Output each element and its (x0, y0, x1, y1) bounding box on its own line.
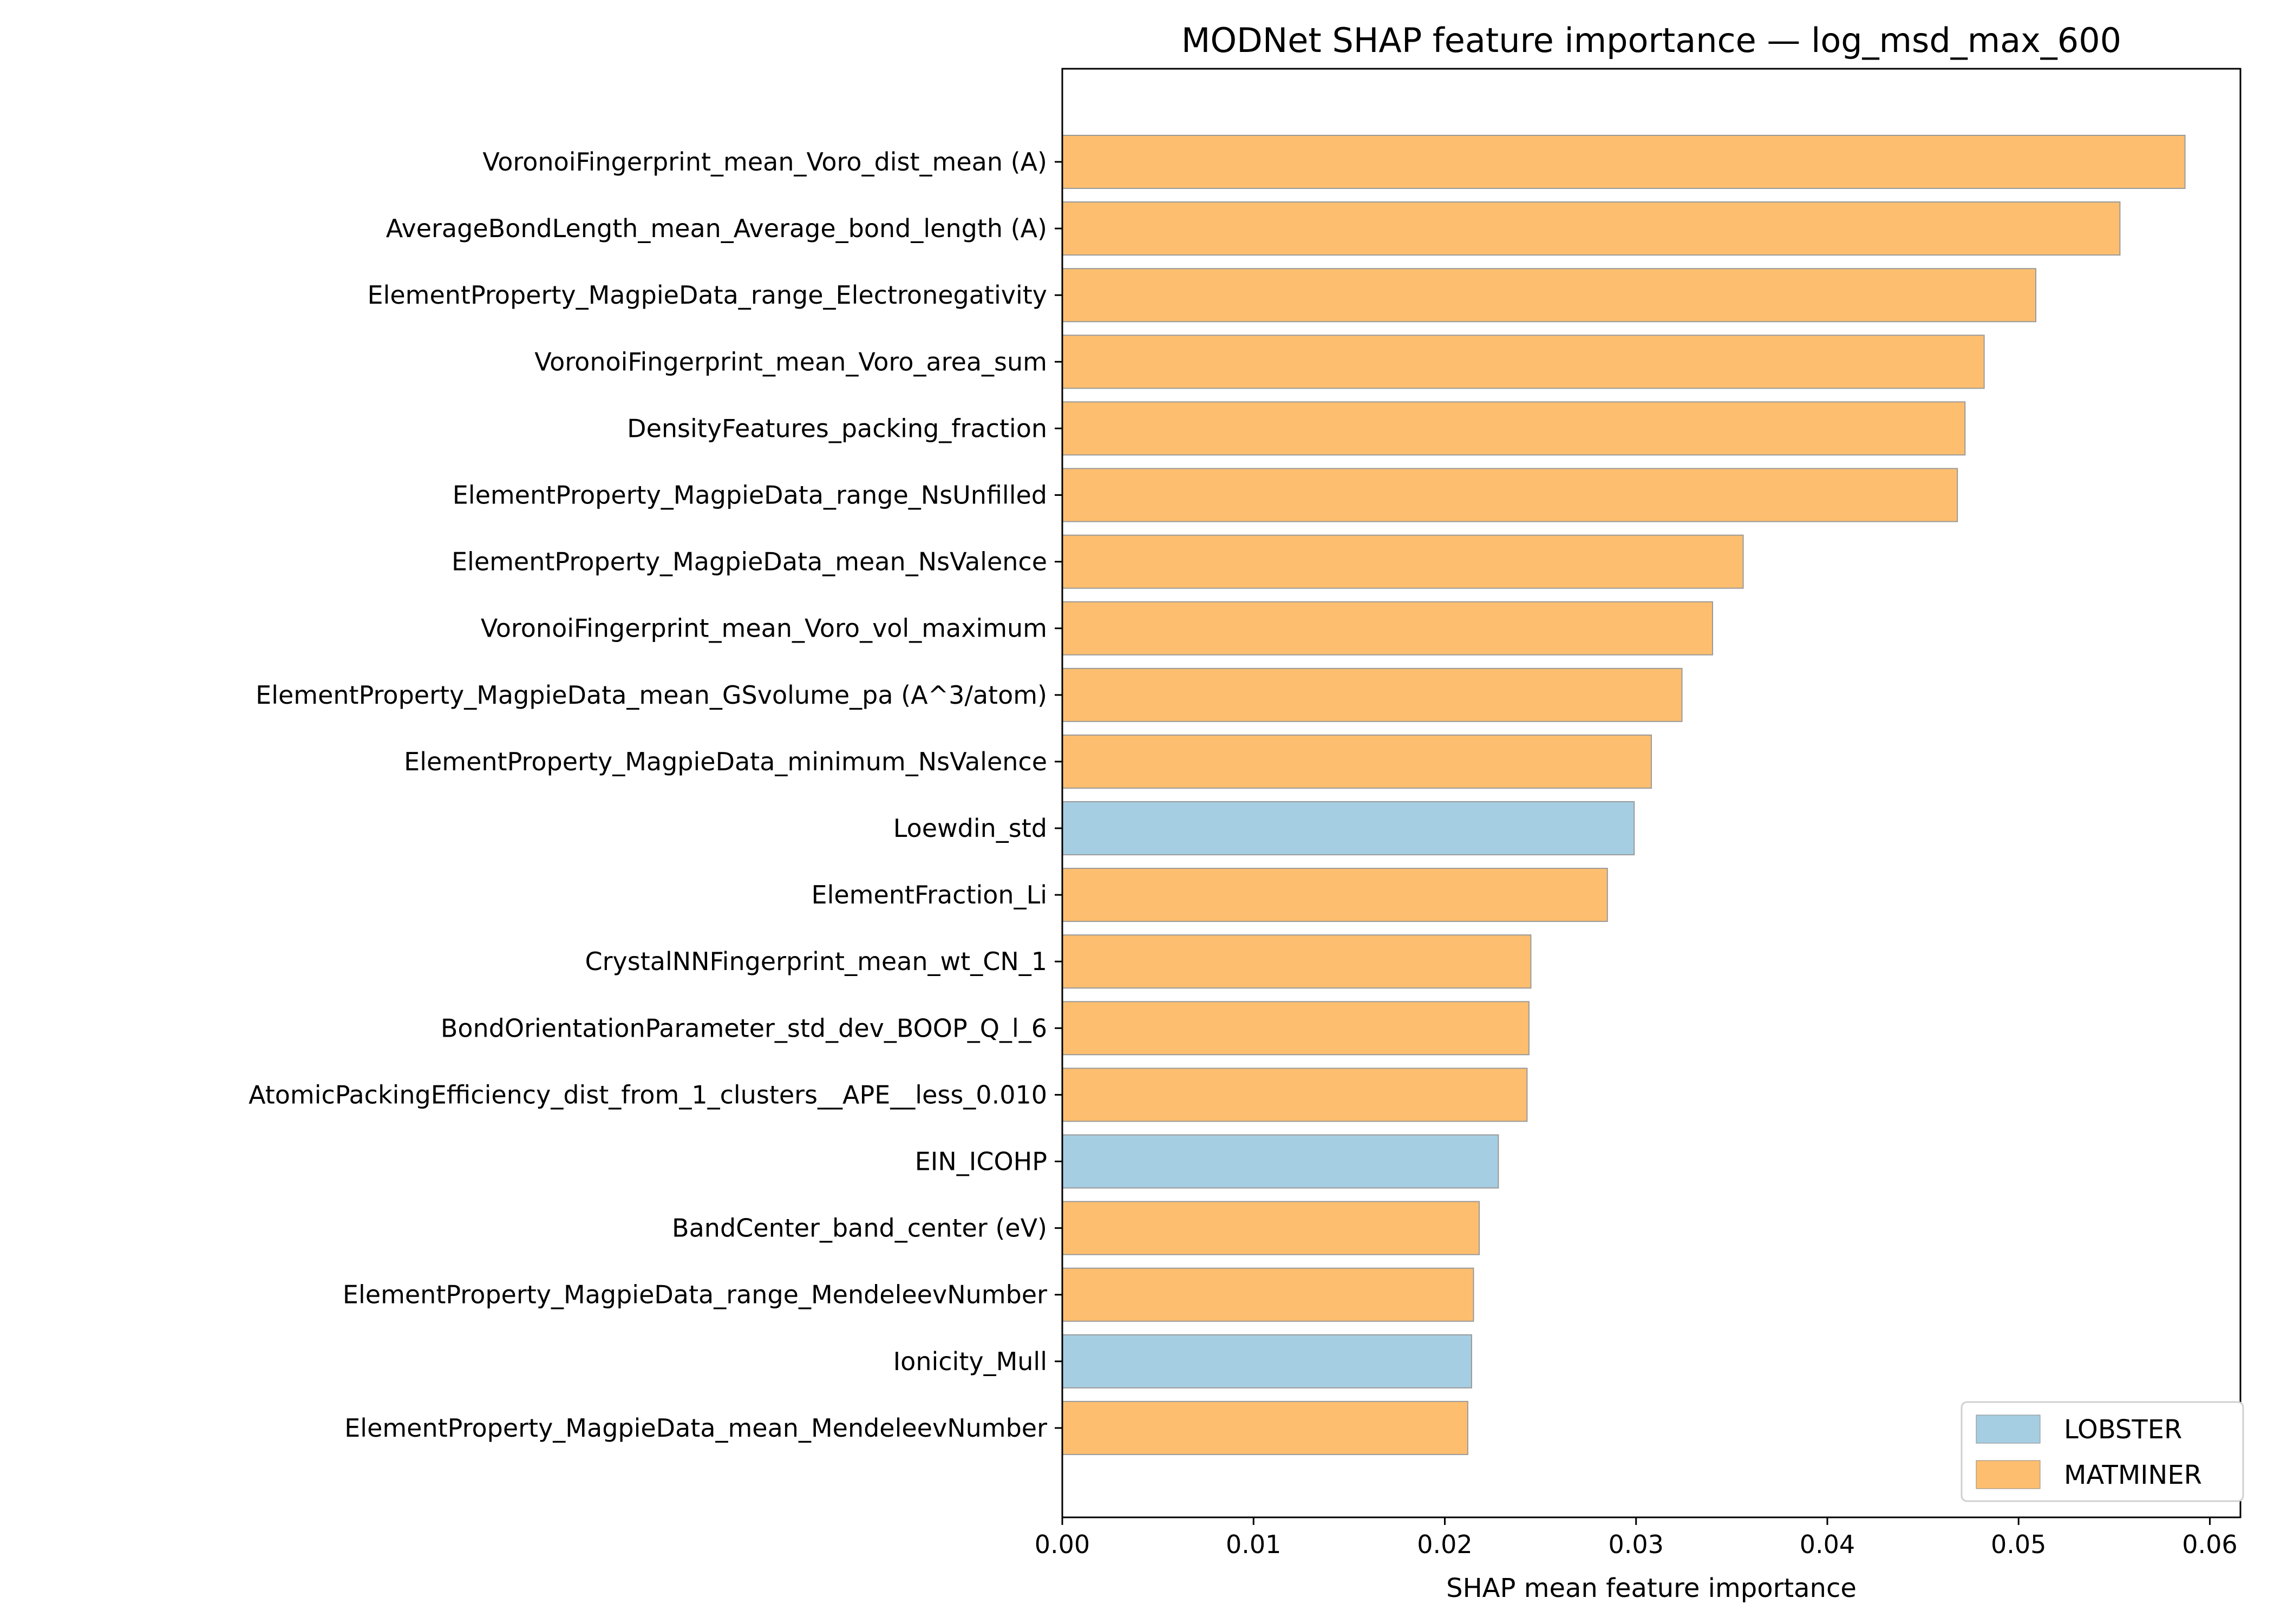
legend-swatch-lobster (1976, 1415, 2041, 1444)
axes-frame (1061, 68, 2242, 1518)
x-tick-label: 0.05 (1991, 1530, 2046, 1559)
y-tick-label: CrystalNNFingerprint_mean_wt_CN_1 (585, 947, 1048, 976)
y-tick-label: Loewdin_std (893, 814, 1047, 843)
legend-label-matminer: MATMINER (2064, 1460, 2202, 1490)
bar-matminer (1062, 135, 2186, 189)
bar-matminer (1062, 1267, 1474, 1322)
chart-title: MODNet SHAP feature importance — log_msd… (1181, 21, 2121, 60)
bar-matminer (1062, 734, 1652, 789)
x-tick-label: 0.06 (2182, 1530, 2237, 1559)
y-tick-label: ElementProperty_MagpieData_mean_NsValenc… (452, 547, 1047, 577)
y-tick-label: Ionicity_Mull (893, 1347, 1047, 1376)
bar-matminer (1062, 401, 1966, 456)
y-axis-ticks: VoronoiFingerprint_mean_Voro_dist_mean (… (249, 147, 1062, 1443)
y-tick-label: BandCenter_band_center (eV) (672, 1214, 1047, 1243)
bar-matminer (1062, 468, 1958, 522)
y-tick-label: ElementProperty_MagpieData_range_Mendele… (343, 1280, 1047, 1309)
bar-matminer (1062, 1068, 1528, 1122)
bar-matminer (1062, 868, 1608, 922)
bar-matminer (1062, 268, 2037, 323)
bar-matminer (1062, 1001, 1530, 1056)
y-tick-label: ElementProperty_MagpieData_minimum_NsVal… (404, 747, 1047, 776)
x-axis-label: SHAP mean feature importance (1446, 1573, 1857, 1603)
x-tick-label: 0.04 (1800, 1530, 1855, 1559)
bar-matminer (1062, 667, 1683, 722)
x-tick-label: 0.03 (1609, 1530, 1664, 1559)
y-tick-label: AverageBondLength_mean_Average_bond_leng… (386, 214, 1047, 243)
y-tick-label: ElementProperty_MagpieData_mean_Mendelee… (344, 1413, 1047, 1443)
y-tick-label: DensityFeatures_packing_fraction (627, 414, 1047, 443)
x-axis-ticks: 0.00 0.01 0.02 0.03 0.04 0.05 0.06 (1035, 1517, 2238, 1559)
legend-swatch-matminer (1976, 1460, 2041, 1489)
bar-lobster (1062, 801, 1635, 855)
legend: LOBSTER MATMINER (1961, 1401, 2244, 1502)
y-tick-label: VoronoiFingerprint_mean_Voro_vol_maximum (481, 614, 1047, 643)
bar-matminer (1062, 1201, 1480, 1255)
y-tick-label: EIN_ICOHP (915, 1147, 1047, 1176)
bars (1062, 135, 2186, 1455)
bar-matminer (1062, 601, 1714, 656)
y-tick-label: AtomicPackingEfficiency_dist_from_1_clus… (249, 1080, 1047, 1109)
bar-matminer (1062, 335, 1985, 389)
legend-label-lobster: LOBSTER (2064, 1415, 2182, 1445)
y-tick-label: ElementFraction_Li (812, 880, 1047, 909)
y-tick-label: VoronoiFingerprint_mean_Voro_area_sum (534, 347, 1047, 376)
x-tick-label: 0.00 (1035, 1530, 1090, 1559)
bar-matminer (1062, 934, 1532, 989)
bar-matminer (1062, 1400, 1468, 1455)
y-tick-label: ElementProperty_MagpieData_range_Electro… (368, 280, 1047, 310)
y-tick-label: ElementProperty_MagpieData_mean_GSvolume… (256, 680, 1047, 710)
y-tick-label: VoronoiFingerprint_mean_Voro_dist_mean (… (482, 147, 1047, 176)
bar-matminer (1062, 534, 1744, 589)
bar-lobster (1062, 1134, 1499, 1189)
bar-lobster (1062, 1334, 1472, 1389)
x-tick-label: 0.01 (1226, 1530, 1281, 1559)
bar-matminer (1062, 201, 2121, 256)
x-tick-label: 0.02 (1417, 1530, 1472, 1559)
y-tick-label: BondOrientationParameter_std_dev_BOOP_Q_… (441, 1013, 1047, 1043)
y-tick-label: ElementProperty_MagpieData_range_NsUnfil… (453, 481, 1047, 510)
